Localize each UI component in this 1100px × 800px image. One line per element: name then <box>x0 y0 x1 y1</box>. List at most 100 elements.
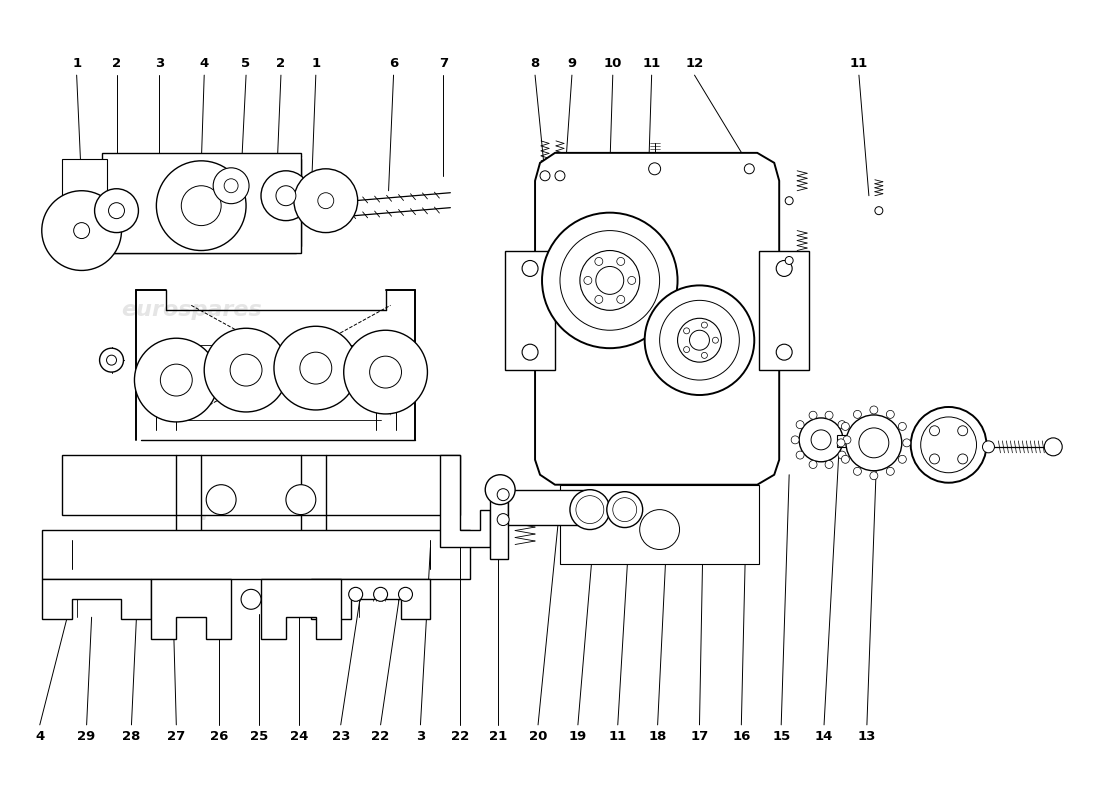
Bar <box>101 153 301 253</box>
Circle shape <box>846 415 902 470</box>
Text: 11: 11 <box>642 57 661 70</box>
Circle shape <box>678 318 722 362</box>
Bar <box>505 250 556 370</box>
Text: 13: 13 <box>858 730 876 743</box>
Circle shape <box>286 485 316 514</box>
Text: 24: 24 <box>289 730 308 743</box>
Circle shape <box>224 178 238 193</box>
Text: eurospares: eurospares <box>562 183 757 238</box>
Text: 14: 14 <box>815 730 833 743</box>
Text: eurospares: eurospares <box>131 500 272 520</box>
Text: 22: 22 <box>451 730 470 743</box>
Circle shape <box>838 451 846 459</box>
Circle shape <box>300 352 332 384</box>
Text: 21: 21 <box>490 730 507 743</box>
Circle shape <box>628 277 636 285</box>
Text: 26: 26 <box>210 730 229 743</box>
Circle shape <box>485 474 515 505</box>
Circle shape <box>796 451 804 459</box>
Circle shape <box>497 489 509 501</box>
Circle shape <box>107 355 117 365</box>
Text: 15: 15 <box>772 730 790 743</box>
Text: 23: 23 <box>331 730 350 743</box>
Polygon shape <box>152 579 231 639</box>
Circle shape <box>870 472 878 480</box>
Circle shape <box>958 454 968 464</box>
Circle shape <box>702 322 707 328</box>
Circle shape <box>570 490 609 530</box>
Circle shape <box>595 258 603 266</box>
Circle shape <box>95 189 139 233</box>
Circle shape <box>899 455 906 463</box>
Text: 4: 4 <box>35 730 44 743</box>
Circle shape <box>887 410 894 418</box>
Circle shape <box>838 421 846 429</box>
Circle shape <box>690 330 710 350</box>
Text: 5: 5 <box>242 57 251 70</box>
Circle shape <box>859 428 889 458</box>
Text: 6: 6 <box>389 57 398 70</box>
Polygon shape <box>535 153 779 485</box>
Text: eurospares: eurospares <box>121 300 262 320</box>
Circle shape <box>791 436 799 444</box>
Circle shape <box>595 295 603 303</box>
Circle shape <box>777 261 792 277</box>
Bar <box>491 480 508 559</box>
Polygon shape <box>440 455 491 547</box>
Circle shape <box>343 330 428 414</box>
Text: 11: 11 <box>850 57 868 70</box>
Circle shape <box>874 206 883 214</box>
Circle shape <box>560 230 660 330</box>
Text: 27: 27 <box>167 730 186 743</box>
Text: 16: 16 <box>733 730 750 743</box>
Text: 3: 3 <box>416 730 425 743</box>
Circle shape <box>374 587 387 602</box>
Circle shape <box>887 467 894 475</box>
Circle shape <box>825 461 833 469</box>
Text: 29: 29 <box>77 730 96 743</box>
Text: 19: 19 <box>569 730 587 743</box>
Circle shape <box>796 421 804 429</box>
Circle shape <box>617 295 625 303</box>
Circle shape <box>230 354 262 386</box>
Circle shape <box>100 348 123 372</box>
Circle shape <box>522 344 538 360</box>
Polygon shape <box>42 579 152 619</box>
Text: 4: 4 <box>199 57 209 70</box>
Circle shape <box>785 257 793 265</box>
Circle shape <box>540 170 550 181</box>
Circle shape <box>241 590 261 610</box>
Circle shape <box>645 286 755 395</box>
Circle shape <box>683 346 690 353</box>
Text: eurospares: eurospares <box>103 183 299 238</box>
Circle shape <box>870 406 878 414</box>
Text: 17: 17 <box>691 730 708 743</box>
Circle shape <box>958 426 968 436</box>
Text: 11: 11 <box>608 730 627 743</box>
Circle shape <box>854 467 861 475</box>
Bar <box>508 490 593 525</box>
Circle shape <box>205 328 288 412</box>
Circle shape <box>854 410 861 418</box>
Polygon shape <box>311 579 430 619</box>
Text: 12: 12 <box>685 57 704 70</box>
Text: 1: 1 <box>73 57 81 70</box>
Circle shape <box>785 197 793 205</box>
Circle shape <box>649 163 661 174</box>
Bar <box>42 530 471 579</box>
Circle shape <box>349 587 363 602</box>
Text: 22: 22 <box>372 730 389 743</box>
Circle shape <box>810 461 817 469</box>
Circle shape <box>799 418 843 462</box>
Text: 9: 9 <box>568 57 576 70</box>
Circle shape <box>294 169 358 233</box>
Circle shape <box>660 300 739 380</box>
Circle shape <box>370 356 402 388</box>
Text: eurospares: eurospares <box>529 300 670 320</box>
Circle shape <box>522 261 538 277</box>
Circle shape <box>74 222 89 238</box>
Circle shape <box>161 364 192 396</box>
Circle shape <box>318 193 333 209</box>
Circle shape <box>182 186 221 226</box>
Text: 18: 18 <box>648 730 667 743</box>
